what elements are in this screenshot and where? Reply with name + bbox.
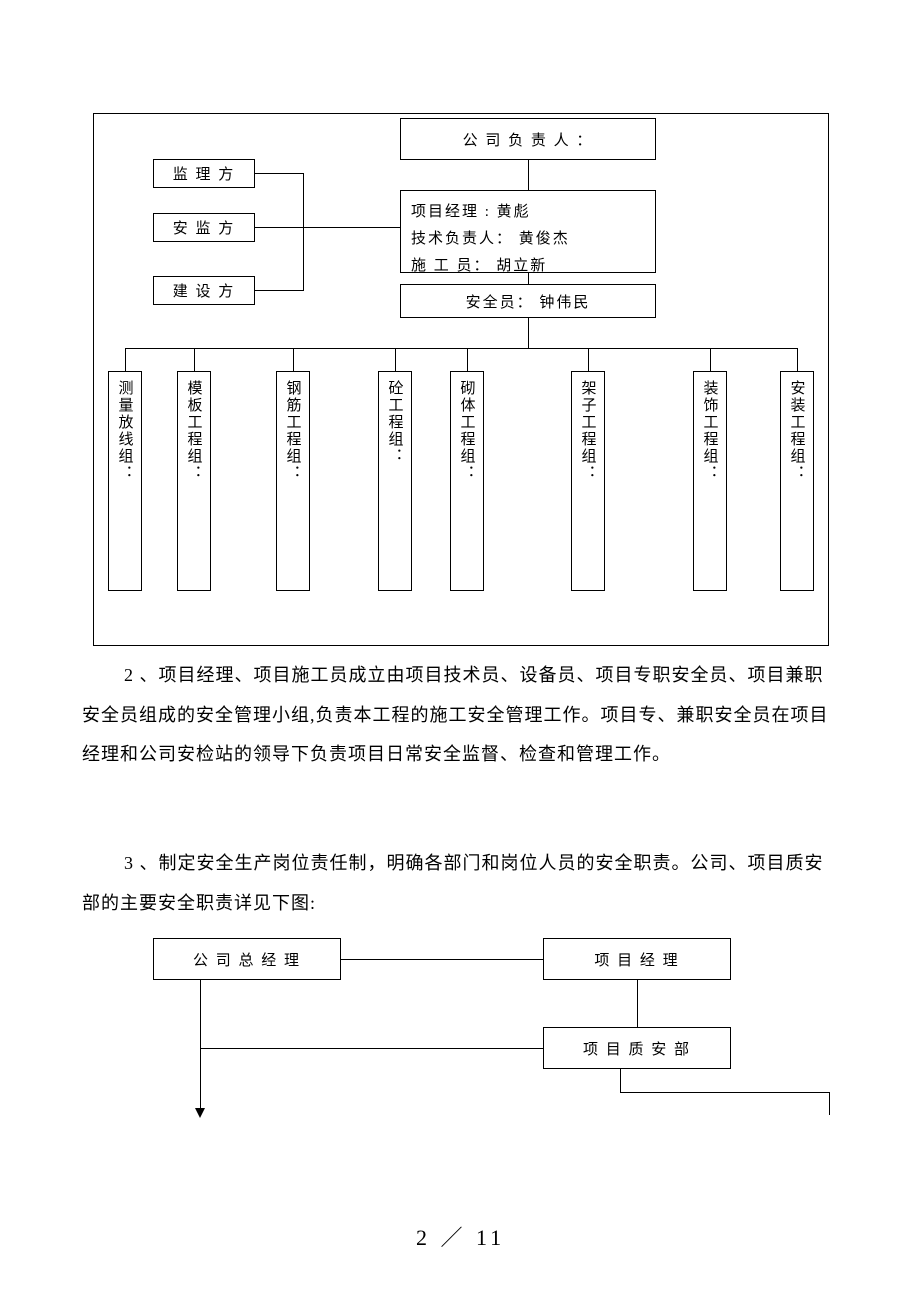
concrete-group-box: 砼工程组： (378, 371, 412, 591)
connector-line (341, 959, 543, 960)
paragraph-3: 3 、制定安全生产岗位责任制，明确各部门和岗位人员的安全职责。公司、项目质安部的… (82, 844, 842, 923)
connector-line (528, 318, 529, 348)
connector-line (710, 348, 711, 371)
connector-line (829, 1092, 830, 1115)
formwork-group-box: 模板工程组： (177, 371, 211, 591)
connector-line (467, 348, 468, 371)
connector-line (255, 290, 303, 291)
decoration-group-box: 装饰工程组： (693, 371, 727, 591)
supervisor-box: 监 理 方 (153, 159, 255, 188)
connector-line (395, 348, 396, 371)
page-number: 2 ／ 11 (416, 1220, 505, 1252)
safety-officer-box: 安全员： 钟伟民 (400, 284, 656, 318)
quality-safety-dept-box: 项 目 质 安 部 (543, 1027, 731, 1069)
rebar-group-box: 钢筋工程组： (276, 371, 310, 591)
company-gm-box: 公 司 总 经 理 (153, 938, 341, 980)
connector-line (255, 227, 303, 228)
connector-line (528, 273, 529, 284)
connector-line (125, 348, 126, 371)
survey-group-box: 测量放线组： (108, 371, 142, 591)
connector-line (797, 348, 798, 371)
connector-line (620, 1069, 621, 1092)
pm-line1: 项目经理 : 黄彪 (411, 199, 645, 226)
safety-supervision-box: 安 监 方 (153, 213, 255, 242)
connector-line (293, 348, 294, 371)
connector-line (303, 173, 304, 291)
connector-line (200, 1048, 543, 1049)
connector-line (528, 160, 529, 190)
connector-line (620, 1092, 830, 1093)
paragraph-2: 2 、项目经理、项目施工员成立由项目技术员、设备员、项目专职安全员、项目兼职安全… (82, 656, 842, 775)
installation-group-box: 安装工程组： (780, 371, 814, 591)
connector-line (303, 227, 400, 228)
connector-line (194, 348, 195, 371)
connector-line (637, 980, 638, 1027)
construction-party-box: 建 设 方 (153, 276, 255, 305)
project-manager-box-2: 项 目 经 理 (543, 938, 731, 980)
connector-line (200, 980, 201, 1110)
project-manager-box: 项目经理 : 黄彪 技术负责人： 黄俊杰 施 工 员： 胡立新 (400, 190, 656, 273)
connector-line (255, 173, 303, 174)
scaffold-group-box: 架子工程组： (571, 371, 605, 591)
masonry-group-box: 砌体工程组： (450, 371, 484, 591)
arrow-down-icon (195, 1108, 205, 1118)
pm-line2: 技术负责人： 黄俊杰 (411, 226, 645, 253)
connector-line (588, 348, 589, 371)
connector-line (125, 348, 797, 349)
company-leader-box: 公 司 负 责 人 ： (400, 118, 656, 160)
